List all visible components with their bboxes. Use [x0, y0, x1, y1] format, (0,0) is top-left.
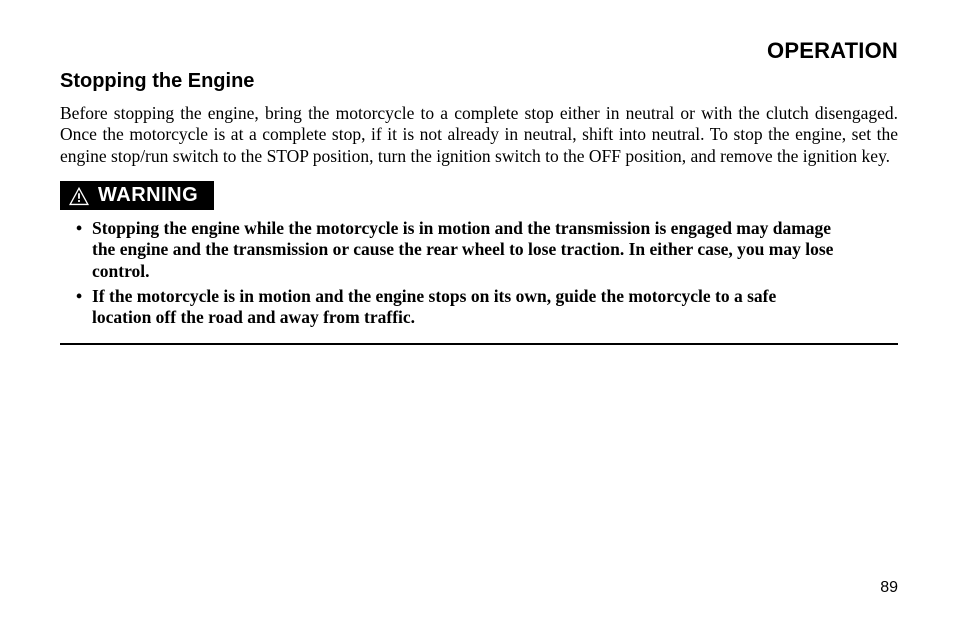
page-number: 89: [880, 579, 898, 597]
warning-header: WARNING: [60, 181, 214, 210]
warning-label: WARNING: [98, 184, 198, 207]
section-title: Stopping the Engine: [60, 70, 898, 93]
warning-item: Stopping the engine while the motorcycle…: [92, 218, 898, 282]
warning-triangle-icon: [68, 186, 90, 206]
body-paragraph: Before stopping the engine, bring the mo…: [60, 103, 898, 167]
chapter-title: OPERATION: [60, 38, 898, 64]
warning-box: WARNING Stopping the engine while the mo…: [60, 181, 898, 345]
warning-list: Stopping the engine while the motorcycle…: [60, 218, 898, 329]
warning-item: If the motorcycle is in motion and the e…: [92, 286, 898, 329]
page: OPERATION Stopping the Engine Before sto…: [0, 0, 954, 627]
